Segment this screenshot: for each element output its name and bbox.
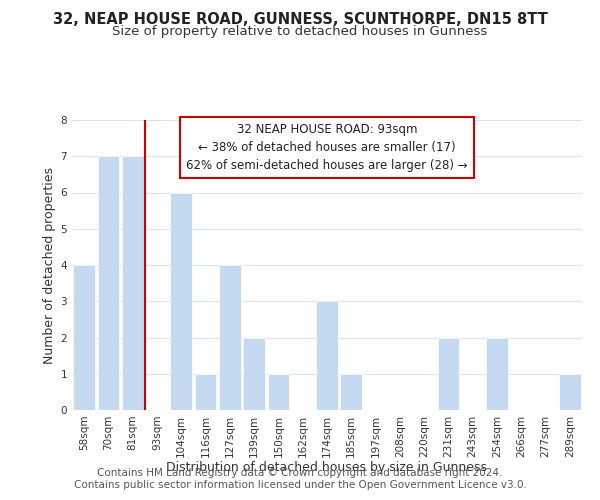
- Bar: [437, 338, 460, 410]
- Bar: [486, 338, 508, 410]
- Text: Size of property relative to detached houses in Gunness: Size of property relative to detached ho…: [112, 25, 488, 38]
- Bar: [170, 192, 192, 410]
- Bar: [97, 156, 119, 410]
- Text: Contains HM Land Registry data © Crown copyright and database right 2024.: Contains HM Land Registry data © Crown c…: [97, 468, 503, 477]
- Text: 32, NEAP HOUSE ROAD, GUNNESS, SCUNTHORPE, DN15 8TT: 32, NEAP HOUSE ROAD, GUNNESS, SCUNTHORPE…: [53, 12, 547, 28]
- Bar: [194, 374, 217, 410]
- Bar: [243, 338, 265, 410]
- Bar: [268, 374, 289, 410]
- Bar: [316, 301, 338, 410]
- Bar: [219, 265, 241, 410]
- Bar: [73, 265, 95, 410]
- Text: 32 NEAP HOUSE ROAD: 93sqm
← 38% of detached houses are smaller (17)
62% of semi-: 32 NEAP HOUSE ROAD: 93sqm ← 38% of detac…: [186, 123, 468, 172]
- X-axis label: Distribution of detached houses by size in Gunness: Distribution of detached houses by size …: [167, 461, 487, 474]
- Bar: [559, 374, 581, 410]
- Text: Contains public sector information licensed under the Open Government Licence v3: Contains public sector information licen…: [74, 480, 526, 490]
- Bar: [122, 156, 143, 410]
- Bar: [340, 374, 362, 410]
- Y-axis label: Number of detached properties: Number of detached properties: [43, 166, 56, 364]
